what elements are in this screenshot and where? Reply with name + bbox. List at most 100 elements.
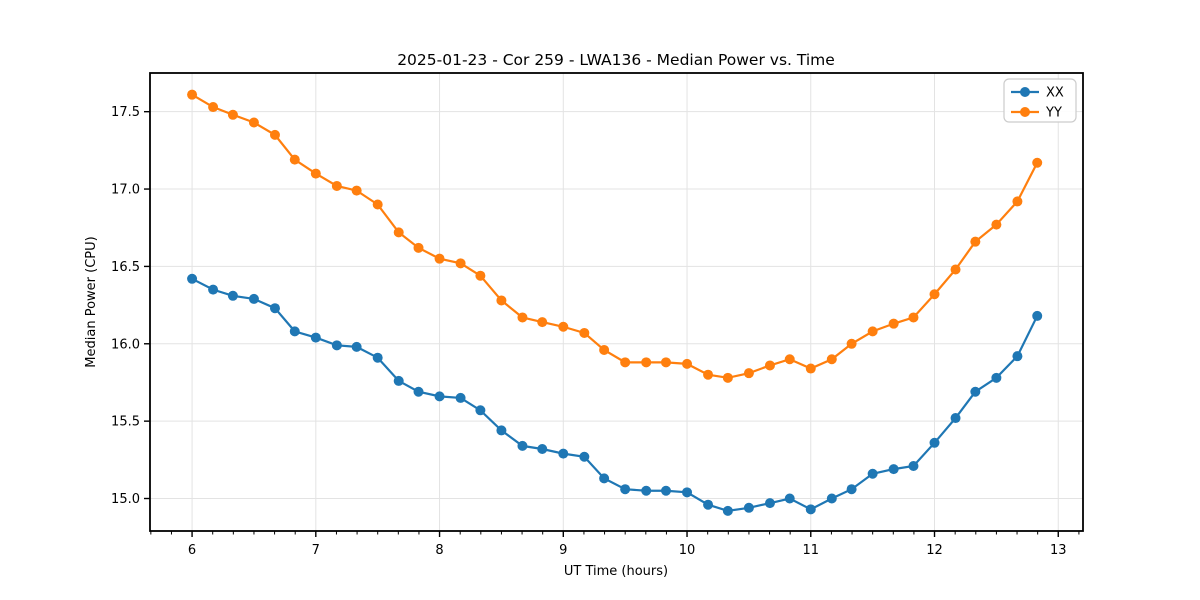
data-point-marker	[187, 89, 198, 100]
data-point-marker	[1032, 157, 1043, 168]
data-point-marker	[620, 357, 631, 368]
series-yy	[187, 89, 1043, 383]
y-tick-label: 16.0	[111, 337, 140, 352]
data-point-marker	[496, 425, 507, 436]
data-point-marker	[722, 505, 733, 516]
data-point-marker	[413, 242, 424, 253]
data-point-marker	[867, 326, 878, 337]
data-point-marker	[558, 321, 569, 332]
data-point-marker	[908, 461, 919, 472]
data-point-marker	[537, 443, 548, 454]
data-point-marker	[227, 290, 238, 301]
data-point-marker	[351, 185, 362, 196]
data-point-marker	[682, 358, 693, 369]
y-axis-label: Median Power (CPU)	[84, 236, 99, 367]
x-tick-label: 8	[435, 543, 443, 558]
data-point-marker	[950, 264, 961, 275]
x-tick-label: 7	[312, 543, 320, 558]
axes-spines	[149, 72, 1084, 532]
data-point-marker	[599, 473, 610, 484]
data-point-marker	[351, 341, 362, 352]
data-point-marker	[764, 498, 775, 509]
data-point-marker	[703, 369, 714, 380]
data-point-marker	[434, 253, 445, 264]
data-point-marker	[703, 499, 714, 510]
data-point-marker	[888, 464, 899, 475]
data-point-marker	[929, 437, 940, 448]
data-point-marker	[599, 344, 610, 355]
grid-lines	[150, 73, 1083, 531]
data-point-marker	[393, 375, 404, 386]
data-point-marker	[227, 109, 238, 120]
data-point-marker	[805, 363, 816, 374]
data-point-marker	[372, 199, 383, 210]
legend-item-xx: XX	[1011, 86, 1064, 101]
chart-title: 2025-01-23 - Cor 259 - LWA136 - Median P…	[397, 51, 835, 69]
data-point-marker	[846, 338, 857, 349]
y-tick-label: 15.5	[111, 415, 140, 430]
data-point-marker	[970, 386, 981, 397]
legend-label: YY	[1045, 106, 1062, 121]
data-point-marker	[434, 391, 445, 402]
data-point-marker	[579, 451, 590, 462]
data-point-marker	[784, 354, 795, 365]
x-tick-label: 10	[679, 543, 696, 558]
data-point-marker	[908, 312, 919, 323]
data-point-marker	[579, 327, 590, 338]
legend-item-yy: YY	[1011, 106, 1062, 121]
data-point-marker	[310, 168, 321, 179]
data-point-marker	[1012, 351, 1023, 362]
data-point-marker	[475, 405, 486, 416]
legend-box	[1003, 78, 1077, 123]
data-point-marker	[289, 154, 300, 165]
data-point-marker	[1012, 196, 1023, 207]
data-point-marker	[1032, 310, 1043, 321]
data-point-marker	[248, 117, 259, 128]
x-tick-label: 13	[1050, 543, 1067, 558]
data-point-marker	[743, 502, 754, 513]
data-point-marker	[641, 357, 652, 368]
data-point-marker	[331, 180, 342, 191]
data-point-marker	[537, 317, 548, 328]
data-point-marker	[620, 484, 631, 495]
y-axis-ticks: 15.0 15.5 16.0 16.5 17.0 17.5	[111, 105, 150, 507]
y-tick-label: 17.0	[111, 183, 140, 198]
y-tick-label: 17.5	[111, 105, 140, 120]
data-point-marker	[991, 219, 1002, 230]
data-point-marker	[413, 386, 424, 397]
y-tick-label: 15.0	[111, 492, 140, 507]
data-point-marker	[660, 485, 671, 496]
data-point-marker	[826, 493, 837, 504]
data-point-marker	[950, 413, 961, 424]
x-tick-label: 11	[802, 543, 819, 558]
data-point-marker	[929, 289, 940, 300]
data-point-marker	[248, 293, 259, 304]
data-point-marker	[558, 448, 569, 459]
data-point-marker	[289, 326, 300, 337]
data-point-marker	[372, 352, 383, 363]
data-point-marker	[991, 372, 1002, 383]
data-point-marker	[269, 129, 280, 140]
data-point-marker	[660, 357, 671, 368]
y-tick-label: 16.5	[111, 260, 140, 275]
data-point-marker	[826, 354, 837, 365]
legend-marker	[1020, 87, 1030, 97]
data-point-marker	[310, 332, 321, 343]
data-point-marker	[208, 284, 219, 295]
data-point-marker	[682, 487, 693, 498]
series-lines	[187, 89, 1043, 516]
data-point-marker	[743, 368, 754, 379]
data-point-marker	[475, 270, 486, 281]
legend-marker	[1020, 107, 1030, 117]
data-point-marker	[867, 468, 878, 479]
data-point-marker	[970, 236, 981, 247]
legend-label: XX	[1046, 86, 1064, 101]
x-axis-ticks: 6 7 8 9 10 11 12 13	[150, 531, 1080, 558]
data-point-marker	[764, 360, 775, 371]
data-point-marker	[888, 318, 899, 329]
data-point-marker	[393, 227, 404, 238]
data-point-marker	[517, 440, 528, 451]
data-point-marker	[269, 303, 280, 314]
